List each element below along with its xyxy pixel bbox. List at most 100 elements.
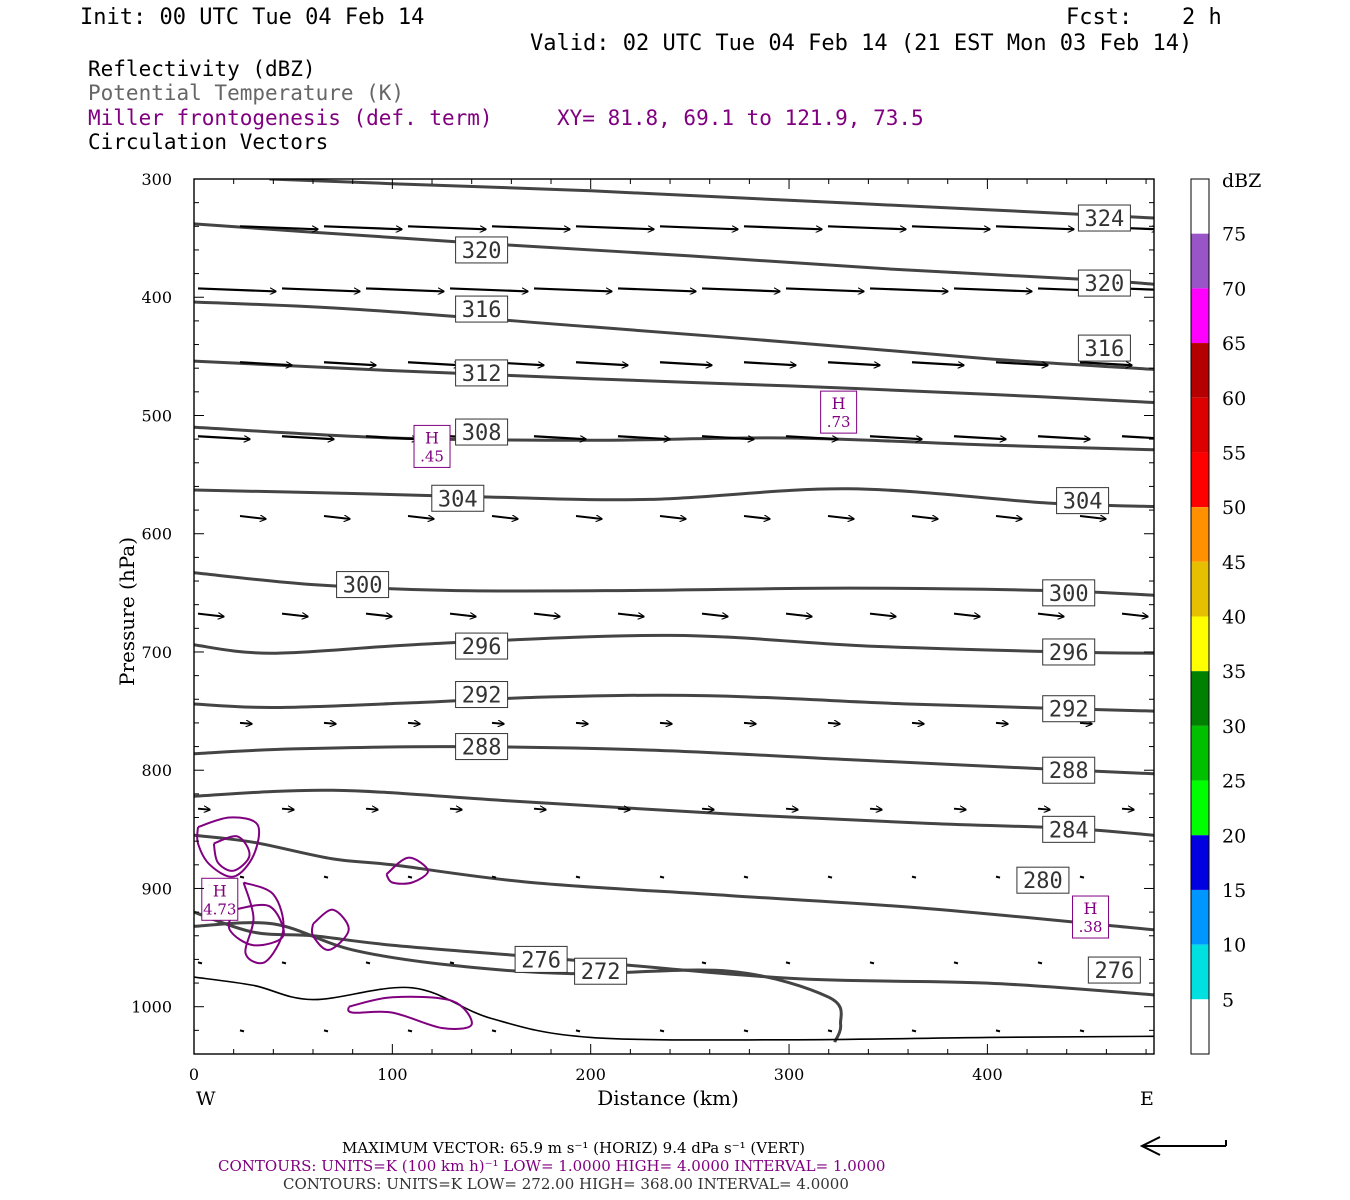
colorbar-segment — [1191, 835, 1209, 890]
circulation-vector — [1037, 961, 1043, 965]
circulation-vector — [617, 809, 630, 810]
circulation-vector — [743, 225, 822, 229]
y-tick-label: 700 — [141, 643, 172, 662]
circulation-vector — [1079, 875, 1085, 879]
theta-contour-300 — [194, 571, 1154, 597]
fcst-label: Fcst: — [1066, 5, 1133, 30]
contour-label-box — [1077, 269, 1131, 297]
frontogenesis-contour — [242, 881, 285, 965]
contour-label: 320 — [462, 239, 502, 264]
circulation-vector — [407, 723, 420, 724]
contour-label-box — [455, 733, 509, 761]
fronto-high-label: H — [1084, 899, 1098, 918]
circulation-vector — [785, 961, 791, 965]
circulation-vector — [995, 225, 1074, 229]
contour-label-box — [574, 957, 628, 985]
circulation-vector — [911, 225, 990, 229]
circulation-vector — [1079, 1029, 1085, 1033]
circulation-vector — [785, 809, 798, 810]
theta-contour-272 — [194, 921, 843, 1043]
legend-frontogenesis: Miller frontogenesis (def. term) — [88, 106, 493, 130]
contour-label-box — [1077, 204, 1131, 232]
contour-label: 284 — [1049, 818, 1089, 843]
colorbar-segment — [1191, 616, 1209, 672]
circulation-vector — [365, 809, 378, 810]
circulation-vector — [1037, 435, 1090, 439]
circulation-vector — [869, 287, 948, 291]
theta-contour-304 — [194, 487, 1154, 508]
reference-vector-icon — [1139, 1136, 1227, 1156]
circulation-vector — [239, 225, 318, 229]
circulation-vector — [239, 1029, 245, 1033]
footer-fronto-contours: CONTOURS: UNITS=K (100 km h)⁻¹ LOW= 1.00… — [218, 1157, 886, 1175]
contour-label: 292 — [1049, 698, 1089, 723]
frontogenesis-contour — [310, 908, 350, 951]
circulation-vector — [617, 435, 670, 439]
circulation-vector — [323, 723, 336, 724]
circulation-vector — [1121, 614, 1148, 617]
contour-label-box — [1042, 756, 1096, 784]
circulation-vector — [701, 614, 728, 617]
circulation-vector — [281, 614, 308, 617]
circulation-vector — [617, 614, 644, 617]
circulation-vector — [953, 614, 980, 617]
circulation-vector — [239, 875, 245, 879]
circulation-vector — [323, 1029, 329, 1033]
contour-label-box — [1042, 579, 1096, 607]
colorbar-frame — [1190, 178, 1210, 1055]
circulation-vector — [239, 723, 252, 724]
frontogenesis-contour — [347, 995, 473, 1030]
colorbar-segment — [1191, 889, 1209, 945]
colorbar-segment — [1191, 397, 1209, 453]
circulation-vector — [659, 1029, 665, 1033]
colorbar-tick-label: 5 — [1222, 989, 1234, 1011]
x-tick-label: 100 — [377, 1065, 408, 1084]
theta-contour-312 — [194, 359, 1154, 404]
circulation-vector — [659, 516, 686, 519]
contour-label: 296 — [1049, 641, 1089, 666]
circulation-vector — [995, 875, 1001, 879]
circulation-vector — [995, 1029, 1001, 1033]
colorbar-segment — [1191, 999, 1209, 1054]
circulation-vector — [785, 614, 812, 617]
circulation-vector — [659, 875, 665, 879]
circulation-vector — [1079, 516, 1106, 519]
contour-label-box — [455, 632, 509, 660]
contour-label: 280 — [1023, 869, 1063, 894]
circulation-vector — [869, 614, 896, 617]
circulation-vector — [197, 435, 250, 439]
colorbar-segment — [1191, 343, 1209, 398]
fcst-value: 2 h — [1182, 5, 1222, 30]
circulation-vector — [1079, 361, 1132, 365]
circulation-vector — [239, 361, 292, 365]
contour-label: 304 — [438, 487, 478, 512]
circulation-vector — [869, 809, 882, 810]
colorbar-tick-label: 55 — [1222, 442, 1246, 464]
theta-contour-288 — [194, 745, 1154, 776]
circulation-vector — [827, 225, 906, 229]
fronto-high-value: 4.73 — [203, 900, 236, 918]
colorbar-tick-label: 75 — [1222, 224, 1246, 246]
circulation-vector — [995, 516, 1022, 519]
colorbar-tick-label: 60 — [1222, 388, 1246, 410]
fronto-high-label: H — [832, 394, 846, 413]
circulation-vector — [407, 225, 486, 229]
colorbar-segment — [1191, 780, 1209, 836]
contour-label-box — [1042, 695, 1096, 723]
contour-label-box — [455, 236, 509, 264]
circulation-vector — [239, 516, 266, 519]
y-tick-label: 900 — [141, 879, 172, 898]
legend-theta: Potential Temperature (K) — [88, 81, 405, 105]
colorbar-segment — [1191, 561, 1209, 617]
colorbar-tick-label: 45 — [1222, 552, 1246, 574]
x-axis-label: Distance (km) — [597, 1086, 739, 1110]
contour-label-box — [336, 571, 390, 599]
theta-contour-280 — [194, 833, 1154, 932]
contour-label-box — [455, 681, 509, 709]
colorbar-tick-label: 20 — [1222, 825, 1246, 847]
contour-label: 272 — [581, 960, 621, 985]
x-tick-label: 200 — [575, 1065, 606, 1084]
circulation-vector — [785, 287, 864, 291]
frontogenesis-contour — [227, 903, 285, 947]
circulation-vector — [449, 614, 476, 617]
